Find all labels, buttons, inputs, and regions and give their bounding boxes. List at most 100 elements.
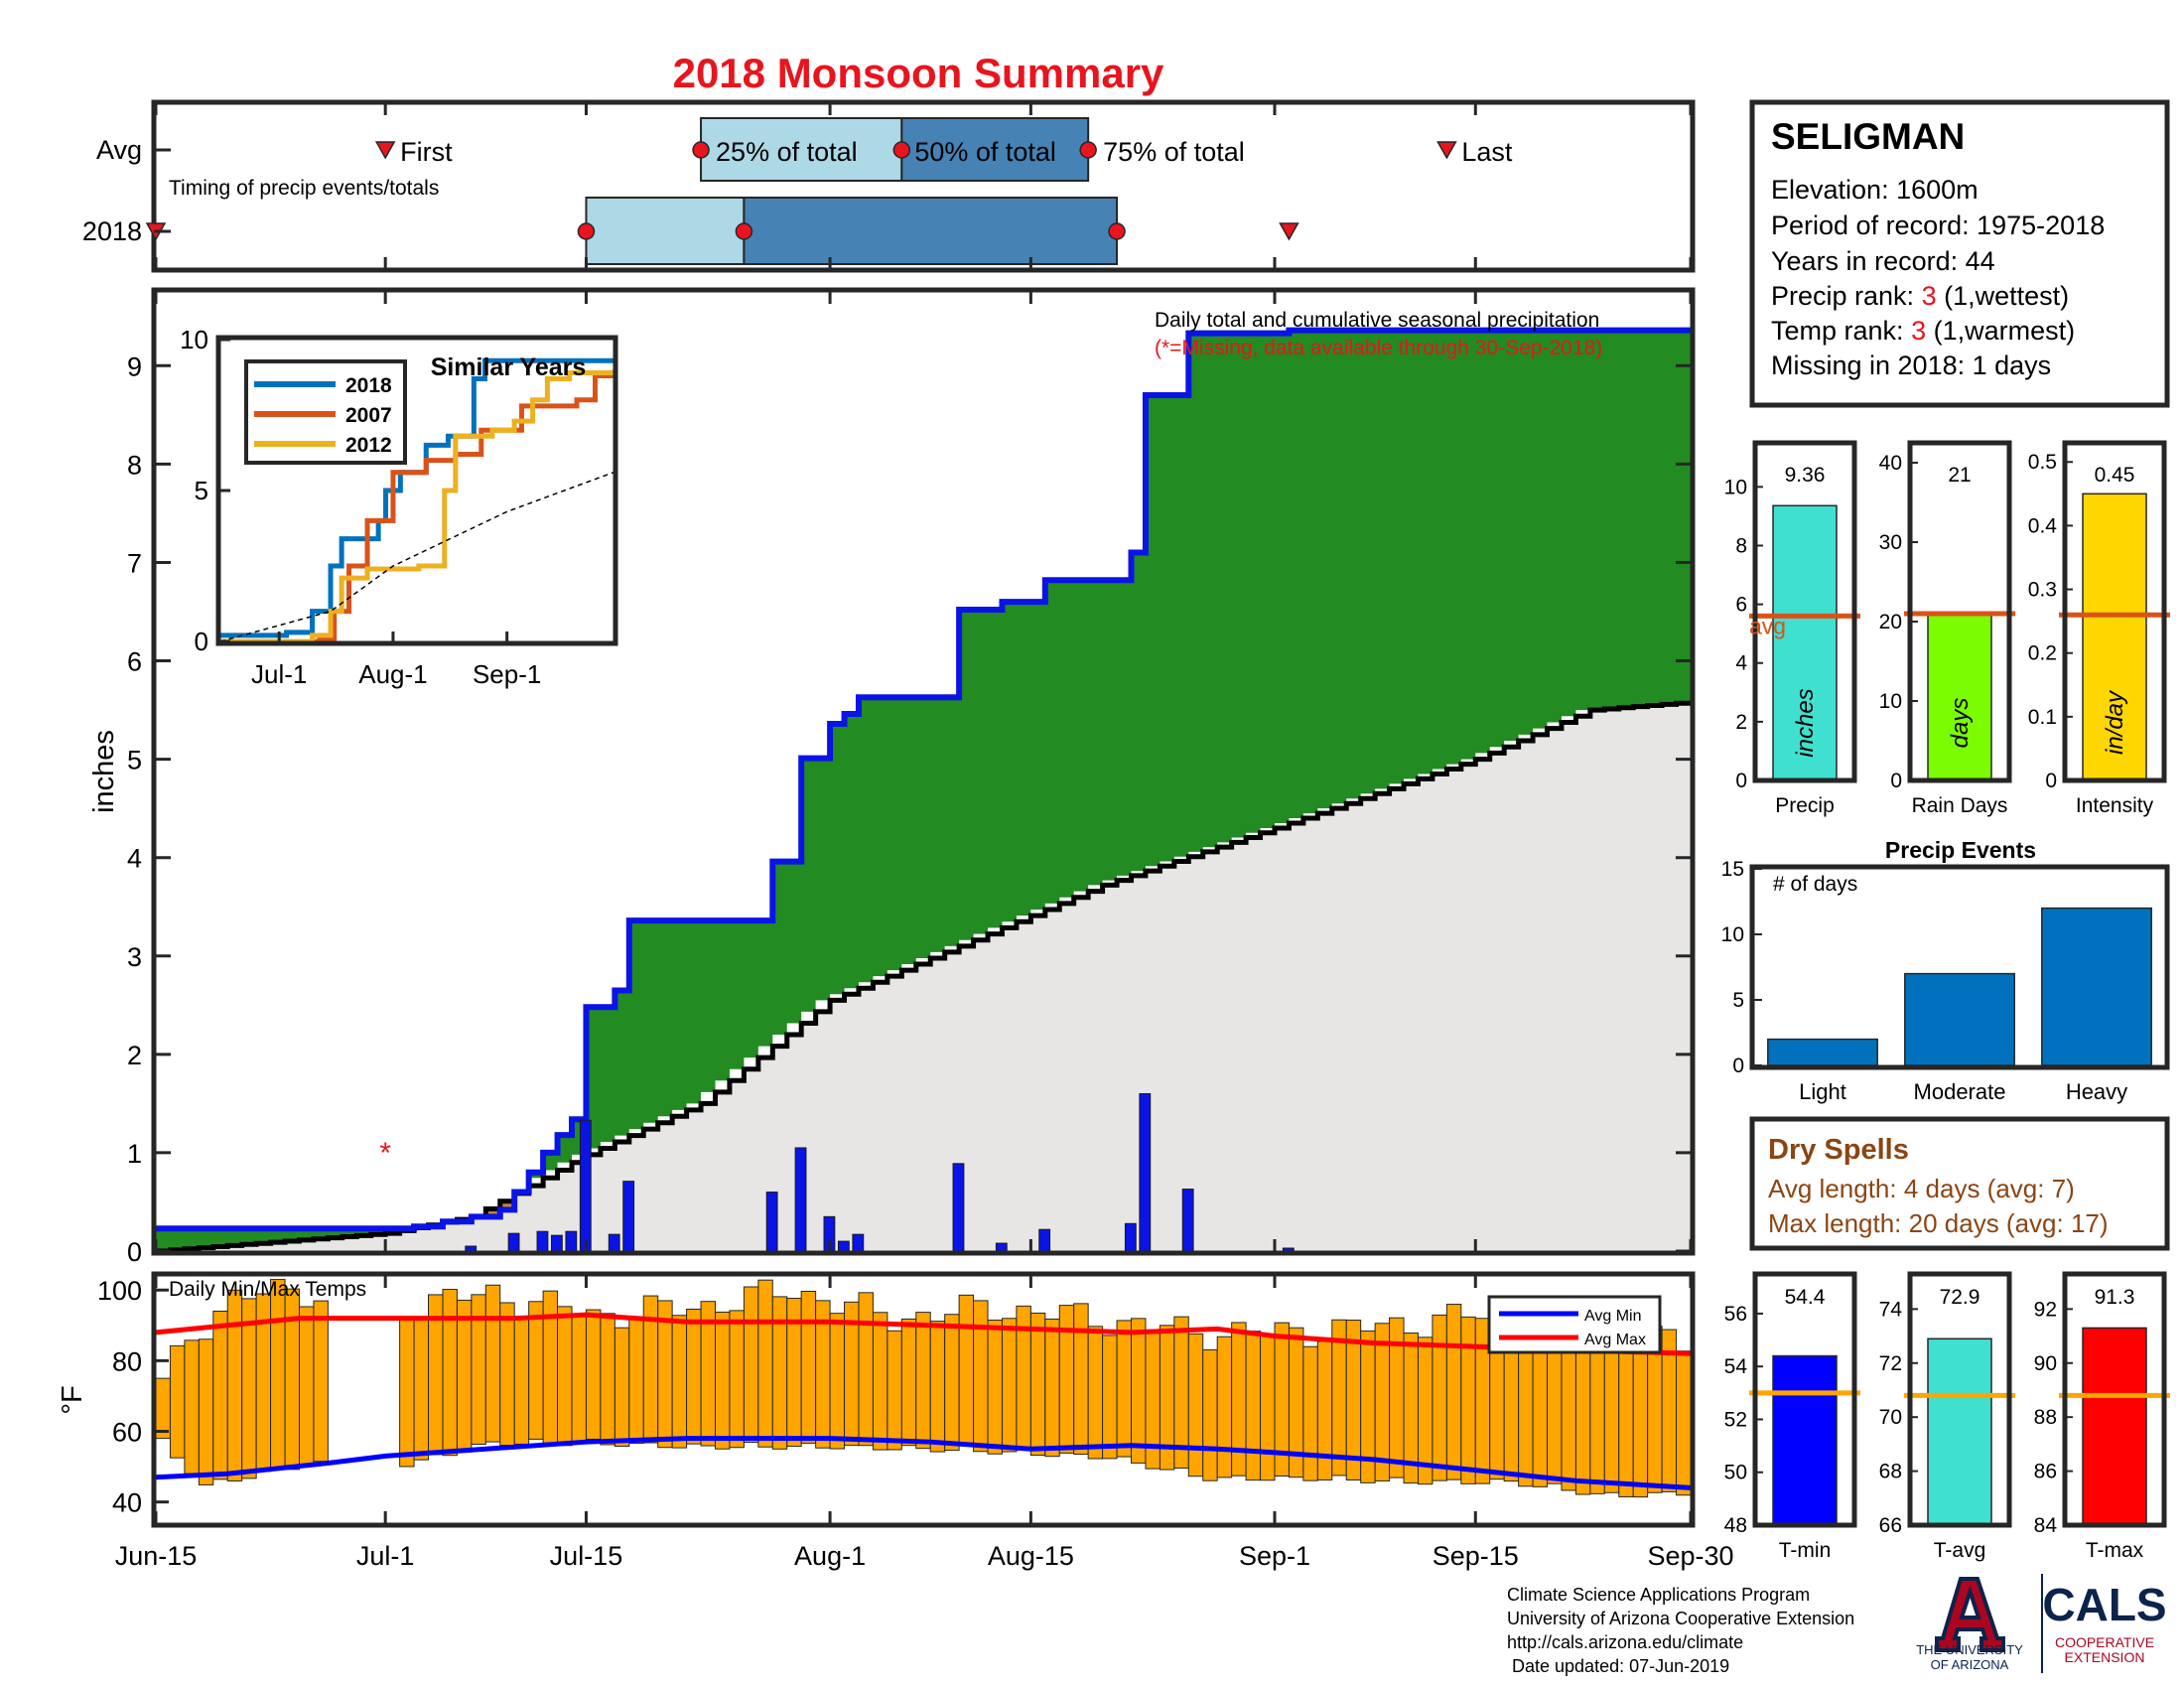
precip-events-ytick-label: 0 <box>1732 1055 1744 1077</box>
daily-temp-range-bar <box>829 1313 846 1450</box>
daily-temp-range-bar <box>944 1314 960 1452</box>
temp-tmin-frame <box>1752 1271 1857 1528</box>
temp-tavg-ytick-label: 70 <box>1879 1406 1902 1429</box>
temp-tmin-ytick-label: 54 <box>1724 1355 1748 1378</box>
temp-tavg-frame <box>1907 1271 2012 1528</box>
station-elevation: Elevation: 1600m <box>1771 175 1979 205</box>
daily-temp-range-bar <box>456 1299 473 1453</box>
daily-temp-range-bar <box>686 1308 702 1445</box>
temp-ytick-label: 60 <box>112 1418 142 1448</box>
daily-temp-range-bar <box>484 1284 501 1443</box>
timing-frame <box>151 99 1696 273</box>
precip-chart-subtitle: (*=Missing, data available through 30-Se… <box>1155 337 1602 359</box>
inset-ytick-label: 5 <box>195 476 208 505</box>
daily-temp-range-bar <box>155 1377 171 1440</box>
footer: Climate Science Applications Program Uni… <box>1507 1585 1854 1676</box>
timing-label-p25: 25% of total <box>716 137 858 167</box>
temp-tavg-ytick-label: 68 <box>1879 1461 1902 1483</box>
stat-intensity-value-label: 0.45 <box>2095 464 2135 487</box>
daily-temp-range-bar <box>1589 1330 1605 1494</box>
inset-xtick-label: Aug-1 <box>358 659 427 689</box>
daily-temp-range-bar <box>571 1316 587 1444</box>
temperature-frame <box>151 1271 1696 1528</box>
daily-temp-range-bar <box>528 1301 544 1440</box>
timing-dot-2018-p75 <box>1108 222 1126 240</box>
daily-temp-range-bar <box>169 1344 186 1459</box>
daily-temp-range-bar <box>973 1300 989 1453</box>
inset-xtick-label: Sep-1 <box>473 659 541 689</box>
daily-temp-range-bar <box>1001 1318 1018 1453</box>
daily-temp-range-bar <box>542 1290 559 1444</box>
inset-series-2012 <box>220 369 616 644</box>
station-years: Years in record: 44 <box>1771 246 1995 276</box>
daily-temp-range-bar <box>628 1317 644 1445</box>
temperature-ylabel: °F <box>57 1385 88 1414</box>
stat-precip-frame <box>1752 440 1857 783</box>
timing-triangle-avg-last <box>1436 141 1457 160</box>
stat-intensity-ytick-label: 0.2 <box>2028 642 2057 665</box>
stat-intensity-ytick-label: 0.4 <box>2028 514 2058 537</box>
inset-legend-label-2012: 2012 <box>345 434 392 457</box>
dry-spells: Dry Spells Avg length: 4 days (avg: 7) M… <box>1749 1116 2170 1251</box>
temperature-legend: Avg Min Avg Max <box>1487 1295 1662 1354</box>
stat-precip-ytick-label: 8 <box>1735 534 1747 557</box>
daily-temp-range-bar <box>1603 1330 1620 1493</box>
precip-ytick-label: 5 <box>127 746 142 775</box>
timing-box-avg-25-50 <box>700 117 903 182</box>
daily-precip-bar <box>550 1234 563 1252</box>
temp-tmax-ytick-label: 88 <box>2034 1406 2057 1429</box>
timing-triangle-avg-first <box>374 141 396 160</box>
precip-ytick-label: 3 <box>127 942 142 972</box>
stat-raindays-label: Rain Days <box>1912 794 2008 817</box>
daily-temp-range-bar <box>743 1286 759 1444</box>
daily-temp-range-bar <box>1216 1336 1233 1478</box>
daily-temp-range-bar <box>1574 1336 1591 1495</box>
date-xtick-label: Sep-30 <box>1647 1541 1733 1571</box>
daily-precip-bar <box>1181 1189 1194 1252</box>
precip-events-ytick-label: 15 <box>1721 858 1744 881</box>
daily-temp-range-bar <box>1102 1335 1118 1460</box>
stat-precip-avg-label: avg <box>1749 613 1786 638</box>
daily-temp-range-bar <box>987 1320 1003 1455</box>
precip-ytick-label: 1 <box>127 1139 142 1169</box>
daily-precip-bar <box>995 1242 1008 1252</box>
station-missing: Missing in 2018: 1 days <box>1771 351 2051 380</box>
precip-events-bar-moderate <box>1904 972 2015 1066</box>
daily-temp-range-bar <box>1460 1316 1476 1484</box>
page-title: 2018 Monsoon Summary <box>673 50 1164 96</box>
date-xtick-label: Sep-1 <box>1239 1541 1310 1571</box>
stat-intensity-label: Intensity <box>2076 794 2154 817</box>
temp-tmin-ytick-label: 50 <box>1724 1462 1747 1484</box>
daily-precip-bar <box>465 1245 478 1252</box>
daily-precip-bar <box>765 1192 778 1252</box>
daily-temp-range-bar <box>714 1311 731 1450</box>
temp-tmin-bar <box>1772 1354 1838 1526</box>
footer-line-1: Climate Science Applications Program <box>1507 1585 1810 1605</box>
temperature-chart: Daily Min/Max Temps °F Avg Min Avg Max 4… <box>57 1271 1734 1571</box>
daily-temp-range-bar <box>1260 1334 1276 1481</box>
temp-tavg-ytick-label: 66 <box>1879 1514 1902 1537</box>
legend-avg-max-label: Avg Max <box>1584 1332 1646 1348</box>
daily-temp-range-bar <box>184 1339 200 1475</box>
stat-precip-ytick-label: 4 <box>1735 652 1747 675</box>
station-precip-rank: Precip rank: 3 (1,wettest) <box>1771 281 2069 311</box>
stat-intensity-ytick-label: 0.5 <box>2028 451 2057 474</box>
timing-label-last: Last <box>1461 137 1513 167</box>
stat-raindays-ytick-label: 40 <box>1879 452 1902 475</box>
daily-temp-range-bar <box>1187 1333 1204 1477</box>
daily-temp-range-bar <box>499 1302 515 1447</box>
precip-ytick-label: 2 <box>127 1041 142 1070</box>
stat-precip-label: Precip <box>1775 794 1835 817</box>
inset-xtick-label: Jul-1 <box>251 659 307 689</box>
stat-intensity-ytick-label: 0.1 <box>2028 706 2057 729</box>
daily-precip-bar <box>622 1181 635 1252</box>
date-xtick-label: Aug-1 <box>794 1541 866 1571</box>
inset-legend-label-2018: 2018 <box>345 374 392 397</box>
precip-events-bar-heavy <box>2041 907 2152 1066</box>
daily-temp-range-bar <box>1044 1318 1060 1458</box>
temp-tavg-ytick-label: 72 <box>1879 1352 1902 1375</box>
daily-temp-range-bar <box>442 1289 458 1457</box>
daily-temp-range-bar <box>313 1300 329 1463</box>
precip-ytick-label: 7 <box>127 548 142 578</box>
stat-precip-ytick-label: 6 <box>1735 594 1747 617</box>
